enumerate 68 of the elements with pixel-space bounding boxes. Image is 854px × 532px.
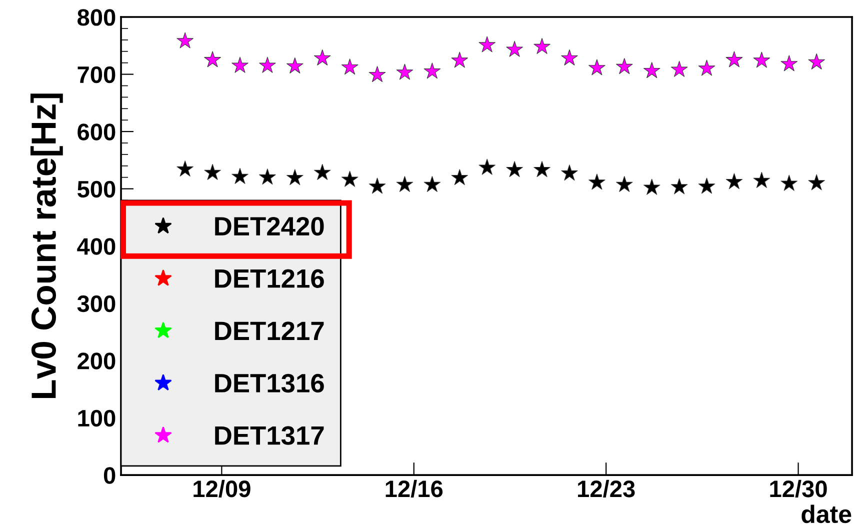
point [643, 62, 660, 78]
point [368, 66, 386, 82]
point [808, 174, 825, 190]
point [424, 176, 441, 192]
y-tick-label: 700 [78, 66, 116, 84]
point [726, 173, 743, 190]
legend-label: DET1217 [215, 322, 324, 340]
point [478, 36, 496, 52]
point [478, 158, 496, 175]
point [204, 164, 221, 180]
point [176, 160, 194, 176]
point [424, 62, 441, 79]
point [698, 60, 716, 76]
point [232, 168, 248, 184]
point [726, 51, 743, 68]
x-tick-label: 12/23 [578, 480, 635, 498]
point [670, 178, 688, 194]
y-tick-label: 400 [77, 238, 116, 255]
legend-label: DET1317 [215, 426, 324, 445]
point [314, 49, 331, 66]
point [341, 170, 358, 187]
y-tick-label: 600 [78, 124, 116, 140]
point [232, 56, 248, 73]
point [780, 55, 798, 72]
y-tick-label: 500 [77, 180, 116, 198]
y-tick-label: 200 [78, 352, 116, 370]
point [534, 38, 550, 54]
point [506, 161, 523, 178]
point [561, 164, 578, 180]
point [259, 56, 276, 73]
x-tick-label: 12/09 [194, 480, 250, 498]
point [588, 59, 606, 76]
y-tick-label: 800 [78, 9, 116, 26]
point [451, 169, 468, 186]
point [286, 169, 304, 186]
y-tick-label: 100 [78, 410, 116, 427]
point [506, 40, 523, 57]
point [698, 178, 716, 194]
legend-label: DET1316 [215, 374, 324, 393]
point [616, 176, 633, 192]
x-tick-label: 12/30 [770, 480, 827, 498]
point [780, 174, 798, 191]
point [259, 168, 276, 184]
y-tick-label: 300 [77, 295, 116, 312]
point [534, 161, 550, 178]
point [176, 32, 194, 48]
x-tick-label: 12/16 [386, 480, 443, 498]
point [204, 51, 221, 68]
point [341, 58, 358, 75]
point [588, 174, 606, 190]
point [396, 176, 414, 192]
point [753, 52, 770, 68]
point [670, 60, 688, 77]
point [753, 172, 770, 188]
legend-label: DET1216 [215, 269, 324, 288]
point [451, 52, 468, 68]
y-axis-title: Lv0 Count rate[Hz] [30, 94, 63, 398]
legend-label: DET2420 [215, 216, 324, 236]
point [368, 178, 386, 194]
point [616, 58, 633, 74]
x-axis-title: date [802, 504, 852, 524]
point [808, 53, 825, 70]
y-tick-label: 0 [104, 467, 116, 484]
point [643, 178, 660, 195]
point [286, 57, 304, 74]
point [561, 49, 578, 66]
point [314, 164, 331, 180]
point [396, 64, 414, 80]
